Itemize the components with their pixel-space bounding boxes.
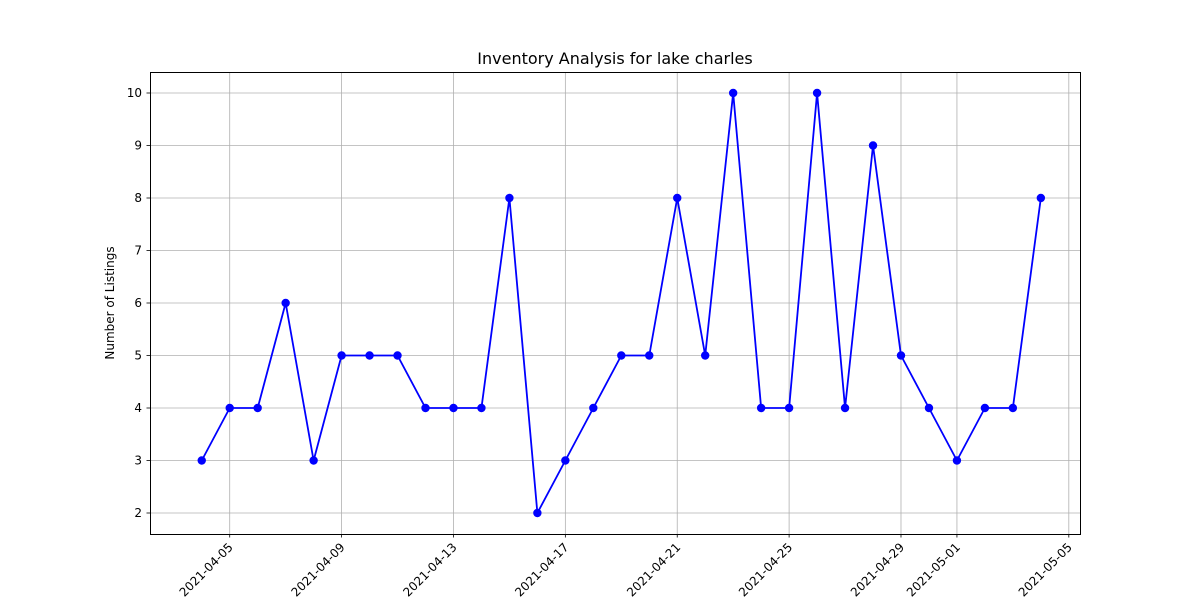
data-point bbox=[1008, 403, 1018, 413]
data-point bbox=[812, 88, 822, 98]
x-tick-label: 2021-04-21 bbox=[624, 540, 683, 599]
data-point bbox=[645, 351, 654, 360]
data-point bbox=[952, 456, 962, 465]
data-point bbox=[980, 403, 990, 413]
data-point bbox=[756, 403, 766, 413]
y-axis: 2 3 4 5 6 7 8 9 10 bbox=[127, 86, 150, 520]
data-point bbox=[701, 351, 710, 360]
data-point bbox=[673, 193, 682, 203]
data-point bbox=[896, 351, 906, 360]
plot-frame bbox=[150, 72, 1081, 535]
x-tick-label: 2021-05-05 bbox=[1016, 540, 1075, 599]
data-point bbox=[225, 403, 234, 413]
data-point bbox=[533, 508, 542, 518]
x-axis: 2021-04-05 2021-04-09 2021-04-13 2021-04-17… bbox=[177, 534, 1075, 599]
grid bbox=[150, 72, 1080, 534]
y-tick-label: 2 bbox=[134, 506, 142, 520]
data-point bbox=[197, 456, 206, 465]
data-point bbox=[561, 456, 570, 465]
data-point bbox=[868, 141, 878, 150]
data-point bbox=[253, 403, 262, 413]
data-point bbox=[393, 351, 402, 360]
x-tick-label: 2021-04-09 bbox=[288, 540, 347, 599]
data-point bbox=[617, 351, 626, 360]
x-tick-label: 2021-04-29 bbox=[848, 540, 907, 599]
x-tick-label: 2021-04-05 bbox=[177, 540, 236, 599]
x-tick-label: 2021-04-13 bbox=[400, 540, 459, 599]
y-tick-label: 8 bbox=[134, 191, 142, 205]
data-point bbox=[365, 351, 374, 360]
data-point bbox=[589, 403, 598, 413]
data-point bbox=[477, 403, 486, 413]
series-layer bbox=[197, 88, 1046, 518]
data-point bbox=[449, 403, 458, 413]
y-tick-label: 3 bbox=[134, 454, 142, 468]
data-point bbox=[728, 88, 738, 98]
data-point bbox=[309, 456, 318, 465]
chart-title: Inventory Analysis for lake charles bbox=[477, 49, 752, 68]
x-tick-label: 2021-04-17 bbox=[512, 540, 571, 599]
y-tick-label: 5 bbox=[134, 349, 142, 363]
data-point bbox=[784, 403, 794, 413]
x-tick-label: 2021-04-25 bbox=[736, 540, 795, 599]
data-point bbox=[505, 193, 514, 203]
data-point bbox=[840, 403, 850, 413]
y-tick-label: 4 bbox=[134, 401, 142, 415]
data-point bbox=[1036, 193, 1046, 203]
data-point bbox=[281, 298, 290, 308]
y-tick-label: 10 bbox=[127, 86, 142, 100]
data-point bbox=[421, 403, 430, 413]
data-point bbox=[924, 403, 934, 413]
data-point bbox=[337, 351, 346, 360]
x-tick-label: 2021-05-01 bbox=[904, 540, 963, 599]
y-tick-label: 7 bbox=[134, 244, 142, 258]
y-tick-label: 6 bbox=[134, 296, 142, 310]
y-axis-label: Number of Listings bbox=[103, 246, 117, 359]
y-tick-label: 9 bbox=[134, 139, 142, 153]
